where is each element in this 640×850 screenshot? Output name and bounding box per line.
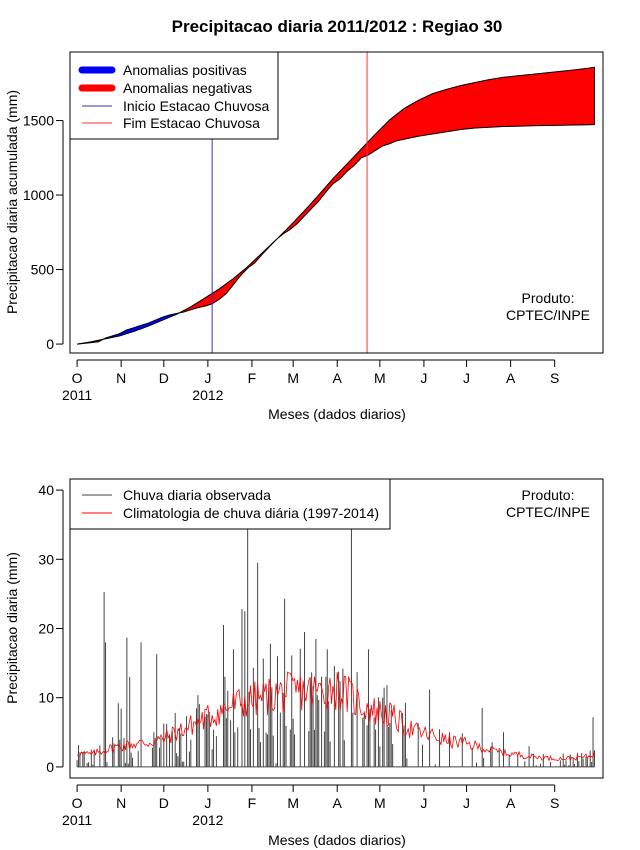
y-tick-label: 20: [38, 621, 54, 637]
legend-label-end: Fim Estacao Chuvosa: [123, 115, 260, 131]
climatology-daily-line: [76, 671, 595, 762]
x-tick-label: M: [287, 370, 299, 386]
x-year-label: 2012: [192, 387, 223, 403]
cumulative-panel: 0 500 1000 1500 O N D J F M A M J J A S 2011 2012 Meses …: [4, 51, 604, 422]
x-year-label: 2012: [192, 812, 223, 828]
product-source: CPTEC/INPE: [506, 307, 590, 323]
climatology-cumulative-line: [77, 66, 595, 345]
legend-label-climatology: Climatologia de chuva diária (1997-2014): [123, 505, 379, 521]
product-label-2: Produto:: [522, 487, 575, 503]
chart-title: Precipitacao diaria 2011/2012 : Regiao 3…: [172, 17, 503, 36]
legend-label-start: Inicio Estacao Chuvosa: [123, 98, 270, 114]
x-tick-label: O: [72, 370, 83, 386]
x-axis: O N D J F M A M J J A S 2011 2012: [62, 359, 559, 403]
legend-2: Chuva diaria observada Climatologia de c…: [69, 478, 391, 530]
climatology-line: [76, 671, 595, 762]
x-tick-label: M: [287, 795, 299, 811]
x-tick-label: A: [506, 370, 516, 386]
x-tick-label: M: [374, 370, 386, 386]
legend-label-positive: Anomalias positivas: [123, 62, 247, 78]
cumulative-lines: [77, 66, 595, 345]
legend-label-observed: Chuva diaria observada: [123, 487, 271, 503]
x-tick-label: J: [204, 370, 211, 386]
x-tick-label: F: [248, 370, 257, 386]
product-label: Produto:: [522, 290, 575, 306]
observed-cumulative-line: [77, 124, 595, 345]
daily-bars: [76, 524, 595, 768]
x-axis-label: Meses (dados diarios): [268, 406, 406, 422]
x-year-label: 2011: [62, 812, 92, 828]
y-tick-label: 1500: [23, 113, 54, 129]
x-axis-label-2: Meses (dados diarios): [268, 832, 406, 848]
y-tick-label: 0: [46, 759, 54, 775]
y-tick-label: 0: [46, 336, 54, 352]
x-tick-label: D: [159, 795, 169, 811]
y-axis: 0 500 1000 1500: [23, 113, 64, 352]
x-tick-label: J: [420, 370, 427, 386]
x-tick-label: A: [333, 795, 343, 811]
x-tick-label: D: [159, 370, 169, 386]
x-tick-label: S: [550, 370, 559, 386]
x-tick-label: S: [550, 795, 559, 811]
x-tick-label: A: [333, 370, 343, 386]
daily-panel: 0 10 20 30 40 O N D J F M A M J J A S 2011 2012 Meses (da…: [4, 478, 604, 848]
y-tick-label: 30: [38, 551, 54, 567]
y-tick-label: 500: [31, 262, 55, 278]
y-tick-label: 40: [38, 482, 54, 498]
x-tick-label: N: [116, 795, 126, 811]
x-tick-label: N: [116, 370, 126, 386]
legend-label-negative: Anomalias negativas: [123, 80, 252, 96]
y-axis-label-2: Precipitacao diaria (mm): [4, 552, 20, 704]
x-tick-label: A: [506, 795, 516, 811]
legend: Anomalias positivas Anomalias negativas …: [69, 51, 279, 140]
x-tick-label: F: [248, 795, 257, 811]
y-tick-label: 10: [38, 690, 54, 706]
x-tick-label: O: [72, 795, 83, 811]
plot-frame: [69, 51, 604, 354]
y-axis-label: Precipitacao diaria acumulada (mm): [4, 90, 20, 314]
x-tick-label: J: [420, 795, 427, 811]
y-tick-label: 1000: [23, 187, 54, 203]
x-tick-label: M: [374, 795, 386, 811]
y-axis-2: 0 10 20 30 40: [38, 482, 64, 775]
x-year-label: 2011: [62, 387, 92, 403]
x-tick-label: J: [204, 795, 211, 811]
product-source-2: CPTEC/INPE: [506, 504, 590, 520]
x-axis-2: O N D J F M A M J J A S 2011 2012: [62, 784, 559, 828]
x-tick-label: J: [463, 370, 470, 386]
x-tick-label: J: [463, 795, 470, 811]
